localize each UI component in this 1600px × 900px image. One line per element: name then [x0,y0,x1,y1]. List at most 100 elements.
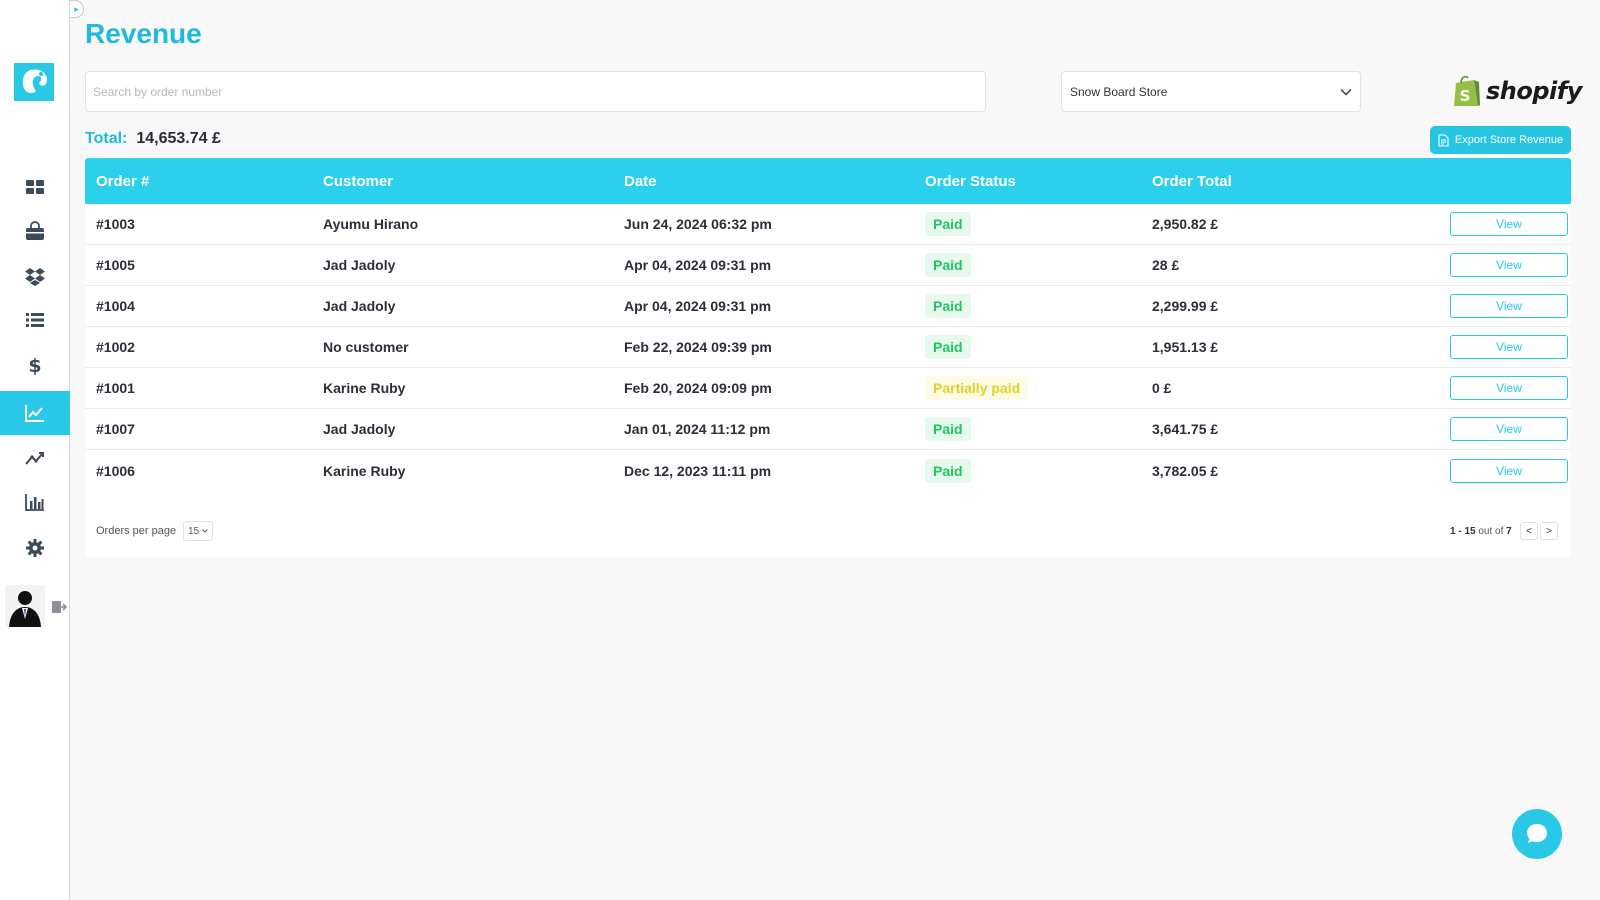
table-row: #1007 Jad Jadoly Jan 01, 2024 11:12 pm Paid… [85,409,1571,450]
sidebar-item-shop[interactable] [0,210,70,254]
cell-customer: Karine Ruby [323,462,406,479]
chat-button[interactable] [1512,809,1562,859]
cell-date: Feb 22, 2024 09:39 pm [624,339,772,355]
sidebar-item-settings[interactable] [0,526,70,570]
sidebar-item-orders[interactable] [0,298,70,342]
export-store-revenue-button[interactable]: Export Store Revenue [1430,126,1571,154]
cell-customer: Jad Jadoly [323,257,396,273]
pagination-total: 7 [1506,525,1512,537]
status-cell: Paid [925,458,971,483]
pagination-range-value: 1 - 15 [1450,525,1476,537]
status-badge: Paid [925,253,971,277]
table-row: #1006 Karine Ruby Dec 12, 2023 11:11 pm Pai… [85,450,1571,491]
cell-total: 1,951.13 £ [1152,339,1219,355]
cell-date: Apr 04, 2024 09:31 pm [624,298,772,314]
per-page-value: 15 [187,525,200,537]
trend-icon [25,452,44,465]
search-input[interactable] [85,71,986,112]
avatar[interactable] [5,585,45,627]
store-select-value: Snow Board Store [1070,84,1168,99]
cell-date: Dec 12, 2023 11:11 pm [624,462,772,479]
cell-total: 3,782.05 £ [1152,462,1219,479]
pagination-range: 1 - 15 out of 7 [1450,526,1512,537]
status-badge: Paid [925,335,971,359]
dropbox-icon [25,268,45,286]
next-page-button[interactable]: > [1540,522,1558,540]
table-row: #1002 No customer Feb 22, 2024 09:39 pm Pai… [85,327,1571,368]
cell-customer: Jad Jadoly [323,421,396,437]
table-header: Order # Customer Date Order Status Order… [85,158,1571,204]
status-cell: Paid [925,294,971,318]
prev-page-button[interactable]: < [1520,522,1538,540]
column-header-order: Order # [96,172,150,190]
cell-order: #1001 [96,380,135,396]
cell-customer: Ayumu Hirano [323,216,419,232]
status-badge: Paid [925,458,971,483]
bar-chart-icon [25,494,44,511]
column-header-status: Order Status [925,172,1016,190]
view-order-button[interactable]: View [1450,417,1568,441]
gear-icon [26,539,44,557]
sidebar-item-revenue[interactable] [0,391,70,435]
sidebar-item-products[interactable] [0,254,70,298]
chat-bubble-icon [1527,824,1547,843]
dashboard-icon [26,180,44,194]
status-badge: Paid [925,212,971,236]
per-page-label: Orders per page [96,525,177,537]
view-order-button[interactable]: View [1450,253,1568,277]
shopify-wordmark: shopify [1486,77,1582,105]
document-icon [1438,133,1449,147]
shopify-logo: S shopify [1452,73,1582,109]
status-badge: Paid [925,417,971,441]
next-page-label: > [1546,525,1552,537]
cell-total: 28 £ [1152,257,1180,273]
cell-date: Jun 24, 2024 06:32 pm [624,216,772,232]
status-cell: Paid [925,253,971,277]
table-row: #1003 Ayumu Hirano Jun 24, 2024 06:32 pm Pa… [85,204,1571,245]
sidebar-item-payments[interactable]: $ [0,343,70,387]
dollar-icon: $ [28,355,41,376]
view-order-button[interactable]: View [1450,294,1568,318]
cell-order: #1002 [96,339,135,355]
cell-date: Apr 04, 2024 09:31 pm [624,257,772,273]
total-value: 14,653.74 £ [136,130,221,147]
table-row: #1004 Jad Jadoly Apr 04, 2024 09:31 pm Paid… [85,286,1571,327]
cell-total: 2,950.82 £ [1152,216,1219,232]
status-cell: Paid [925,417,971,441]
cell-date: Feb 20, 2024 09:09 pm [624,380,772,396]
app-logo[interactable] [14,63,54,101]
table-row: #1001 Karine Ruby Feb 20, 2024 09:09 pm Par… [85,368,1571,409]
revenue-chart-icon [25,405,44,422]
cell-order: #1006 [96,462,135,479]
table-footer: Orders per page 15 1 - 15 out of 7 < > [85,516,1571,546]
total-summary: Total: 14,653.74 £ [85,130,221,148]
status-badge: Paid [925,294,971,318]
view-order-button[interactable]: View [1450,376,1568,400]
cell-customer: Jad Jadoly [323,298,396,314]
shopping-bag-icon [26,221,44,240]
status-badge: Partially paid [925,376,1029,400]
sidebar-item-reports[interactable] [0,480,70,524]
sidebar-item-trends[interactable] [0,436,70,480]
logout-icon[interactable] [51,599,68,615]
chevron-down-icon [202,529,208,533]
sidebar-item-dashboard[interactable] [0,165,70,209]
page-title: Revenue [85,18,202,49]
view-order-button[interactable]: View [1450,212,1568,236]
cell-customer: Karine Ruby [323,380,406,396]
column-header-total: Order Total [1152,172,1232,190]
sidebar: $ [0,0,70,900]
per-page-select[interactable]: 15 [183,521,213,541]
sidebar-collapse-icon[interactable]: ▸ [70,0,84,18]
total-label: Total: [85,130,128,147]
revenue-table: Order # Customer Date Order Status Order… [85,158,1571,557]
export-button-label: Export Store Revenue [1454,134,1564,146]
table-body: #1003 Ayumu Hirano Jun 24, 2024 06:32 pm Pa… [85,204,1571,491]
view-order-button[interactable]: View [1450,335,1568,359]
view-order-button[interactable]: View [1450,458,1568,483]
store-select[interactable]: Snow Board Store [1061,71,1361,112]
cell-order: #1005 [96,257,135,273]
cell-order: #1007 [96,421,135,437]
cell-order: #1004 [96,298,135,314]
shopify-bag-icon: S [1454,75,1480,106]
